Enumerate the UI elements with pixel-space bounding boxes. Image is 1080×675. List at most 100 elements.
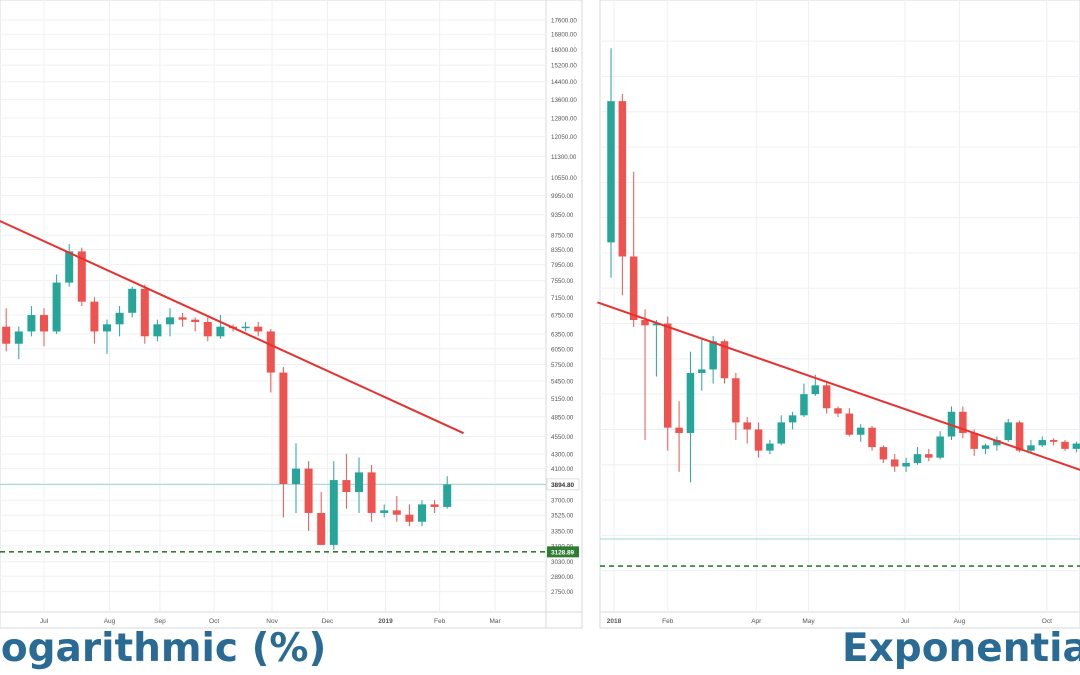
left-price-tick-label: 12050.00 <box>551 134 577 141</box>
left-candle-body <box>166 317 174 325</box>
left-price-tick-label: 2890.00 <box>551 574 574 581</box>
left-price-tick-label: 9350.00 <box>551 212 574 219</box>
right-candle-body <box>618 101 627 257</box>
right-candle-body <box>981 445 990 449</box>
right-candle-body <box>698 369 706 373</box>
left-candle-body <box>27 315 36 332</box>
left-price-tick-label: 3700.00 <box>551 498 574 505</box>
right-candles <box>607 48 1080 483</box>
right-candle-body <box>788 415 797 423</box>
left-candle-body <box>14 331 23 344</box>
left-candle-body <box>40 315 48 332</box>
left-candle-body <box>329 480 338 545</box>
left-price-tick-label: 11300.00 <box>551 154 577 161</box>
left-price-tick-label: 4100.00 <box>551 466 574 473</box>
support-price-badge-text: 3128.89 <box>551 549 575 556</box>
right-candle-body <box>868 427 876 448</box>
left-candle-body <box>405 514 414 522</box>
left-price-tick-label: 2750.00 <box>551 589 574 596</box>
left-price-tick-label: 12800.00 <box>551 115 577 122</box>
left-candle-body <box>140 288 149 337</box>
right-candle-body <box>743 422 751 430</box>
right-candle-body <box>925 454 933 458</box>
right-candle-body <box>811 385 820 395</box>
last-price-badge-text: 3894.80 <box>551 482 575 489</box>
right-candle-body <box>1038 440 1047 446</box>
right-candle-body <box>947 411 956 437</box>
right-candle-body <box>845 413 854 435</box>
right-candle-body <box>891 459 899 467</box>
right-time-tick-label: Jul <box>901 618 910 625</box>
left-candle-body <box>266 331 275 373</box>
left-price-tick-label: 4300.00 <box>551 451 574 458</box>
right-chart-frame <box>599 0 1080 629</box>
left-candle-body <box>52 282 61 332</box>
support-price-badge <box>547 546 579 558</box>
right-candle-body <box>1015 422 1024 451</box>
left-time-tick-label: Jul <box>40 618 49 625</box>
left-candle-body <box>191 319 200 322</box>
right-candle-body <box>732 378 740 423</box>
left-time-axis: Jul Aug Sep Oct Nov Dec 2019 Feb Mar <box>40 618 502 625</box>
left-candle-body <box>443 484 452 507</box>
left-candle-body <box>254 326 263 332</box>
right-time-tick-label: Aug <box>954 618 966 625</box>
left-time-tick-label: Aug <box>104 618 116 625</box>
left-time-tick-label: Oct <box>209 618 219 625</box>
left-price-tick-label: 10550.00 <box>551 175 577 182</box>
right-candle-body <box>607 101 615 243</box>
right-candle-body <box>641 320 649 326</box>
left-price-tick-label: 17600.00 <box>551 17 577 24</box>
right-candle-body <box>1027 445 1035 451</box>
left-candle-body <box>392 510 401 515</box>
caption-logarithmic: Logarithmic (%) <box>0 626 327 671</box>
left-candle-body <box>367 472 376 513</box>
caption-exponential: Exponential <box>842 626 1080 671</box>
left-time-tick-label: Sep <box>154 618 166 625</box>
right-candle-body <box>675 427 683 433</box>
right-candle-body <box>1061 441 1069 449</box>
right-candle-body <box>913 454 922 463</box>
right-candle-body <box>629 256 638 321</box>
left-price-tick-label: 9950.00 <box>551 193 574 200</box>
left-chart[interactable]: 17600.00 16800.00 16000.00 15200.00 14400.00… <box>0 0 583 629</box>
left-time-tick-label: Feb <box>434 618 446 625</box>
right-candle-body <box>652 323 661 326</box>
left-price-tick-label: 8350.00 <box>551 247 574 254</box>
right-candle-body <box>754 429 763 451</box>
left-price-tick-label: 3030.00 <box>551 559 574 566</box>
left-price-tick-label: 7950.00 <box>551 262 574 269</box>
left-candle-body <box>153 324 162 337</box>
left-trendline <box>0 219 464 435</box>
right-chart[interactable]: 2018 Feb Apr May Jul Aug Oct <box>597 0 1080 629</box>
right-candle-body <box>970 432 978 449</box>
right-candle-body <box>902 462 910 467</box>
right-time-tick-label: May <box>802 618 815 625</box>
left-price-tick-label: 13600.00 <box>551 97 577 104</box>
left-candle-body <box>90 301 99 332</box>
right-candle-body <box>1049 440 1058 442</box>
left-candle-body <box>2 326 11 344</box>
left-price-tick-label: 3350.00 <box>551 528 574 535</box>
right-candle-body <box>993 440 1001 446</box>
right-trendline-segment <box>597 301 1080 471</box>
right-candle-body <box>936 436 944 458</box>
right-candle-body <box>766 443 774 451</box>
right-candle-body <box>1072 443 1080 449</box>
left-time-tick-label: Nov <box>266 618 278 625</box>
left-candle-body <box>292 468 300 484</box>
left-price-tick-label: 5150.00 <box>551 396 574 403</box>
right-candle-body <box>959 411 967 433</box>
right-candle-body <box>834 408 842 414</box>
left-price-tick-label: 15200.00 <box>551 63 577 70</box>
left-price-axis: 17600.00 16800.00 16000.00 15200.00 14400.00… <box>551 17 577 596</box>
left-candle-body <box>241 326 250 329</box>
left-time-tick-label: Mar <box>489 618 501 625</box>
left-price-tick-label: 5750.00 <box>551 362 574 369</box>
left-price-tick-label: 7550.00 <box>551 278 574 285</box>
right-candle-body <box>777 422 785 444</box>
last-price-badge <box>546 478 580 491</box>
right-candle-body <box>822 385 831 409</box>
right-candle-body <box>709 341 717 370</box>
left-candle-body <box>342 480 351 492</box>
